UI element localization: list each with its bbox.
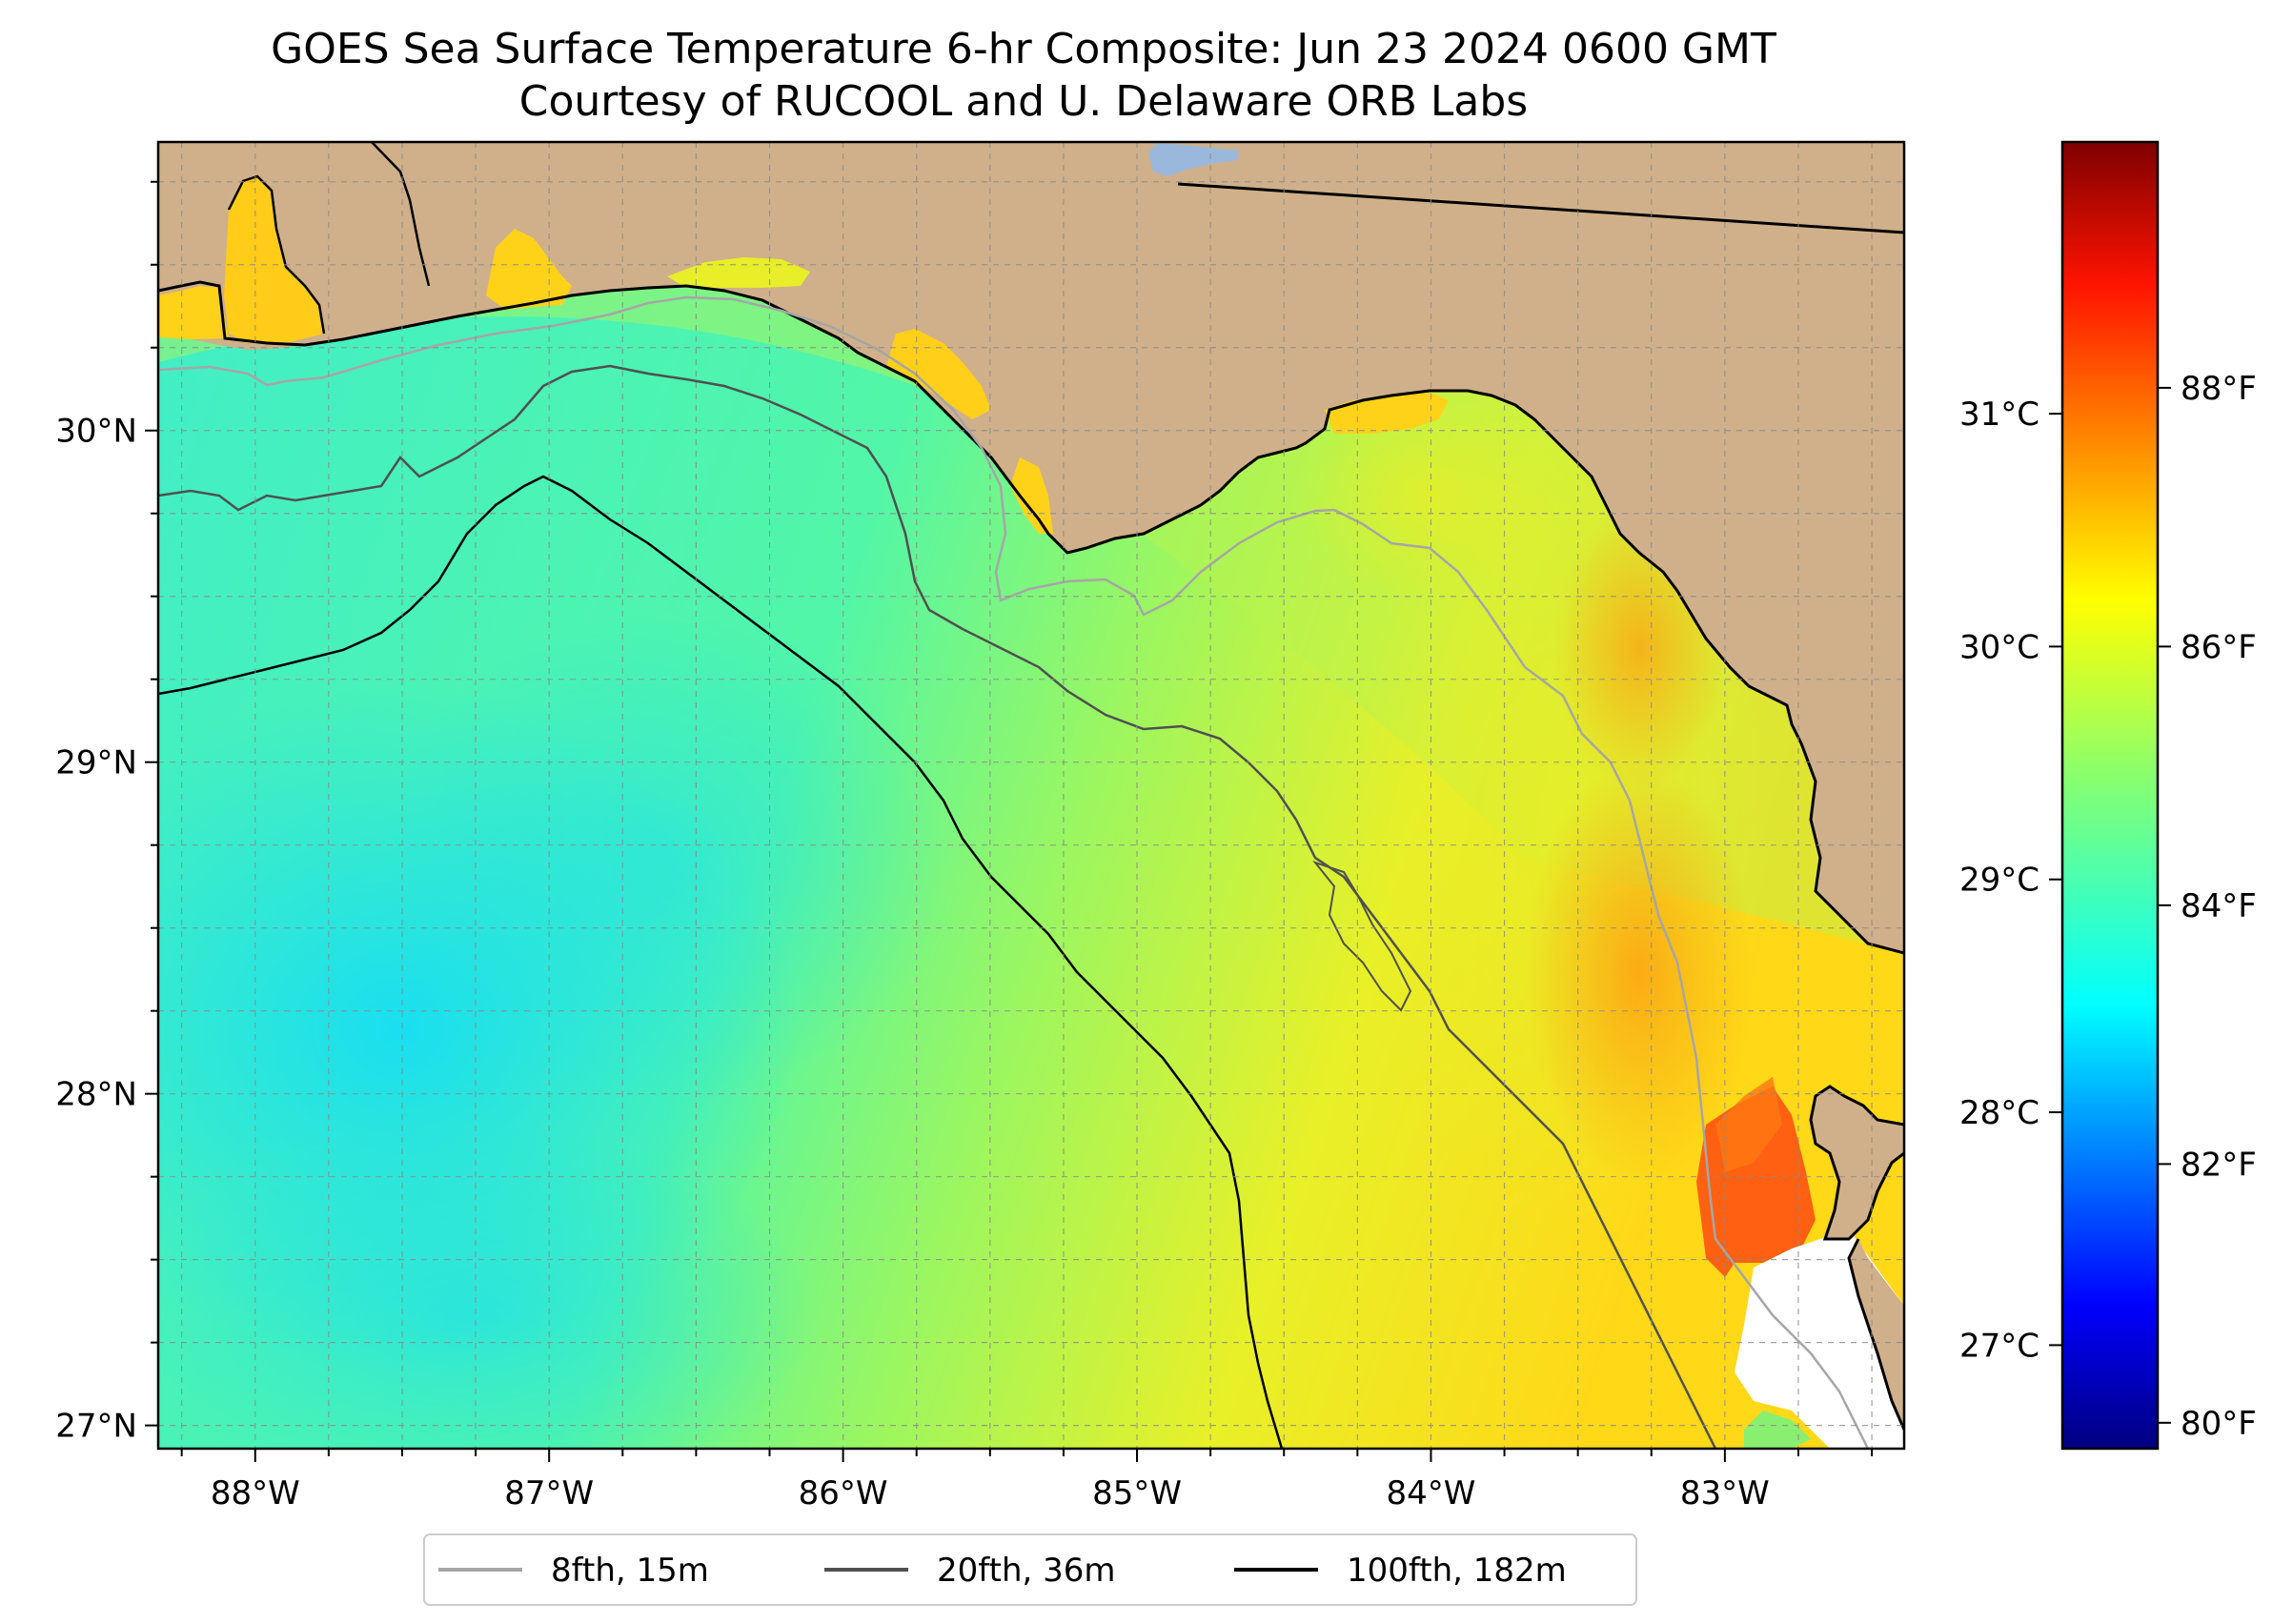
map-frame: [156, 140, 1906, 1451]
legend-box: [423, 1533, 1637, 1606]
colorbar-c-tick-label: 31°C: [1959, 396, 2039, 434]
coastal-bay-sst: [667, 257, 810, 288]
colorbar-frame: [2060, 140, 2160, 1451]
land-area: [1811, 1086, 1904, 1239]
lon-tick-label: 85°W: [1092, 1474, 1182, 1512]
land-area: [1849, 1239, 1904, 1430]
coastline: [1847, 1238, 1904, 1431]
chart-title: GOES Sea Surface Temperature 6-hr Compos…: [271, 25, 1776, 73]
isobath-8fth: [158, 295, 1870, 1449]
coastal-bay-sst: [1010, 457, 1053, 534]
legend-label: 100fth, 182m: [1347, 1552, 1567, 1590]
chart-subtitle: Courtesy of RUCOOL and U. Delaware ORB L…: [519, 77, 1528, 126]
lat-tick-label: 30°N: [55, 413, 137, 451]
coastal-bay-sst: [158, 286, 229, 339]
coastline: [158, 280, 1904, 955]
colorbar-f-tick-label: 88°F: [2181, 370, 2257, 408]
lon-tick-label: 84°W: [1387, 1474, 1476, 1512]
colorbar-f-tick-label: 86°F: [2181, 628, 2257, 666]
lon-tick-label: 83°W: [1680, 1474, 1770, 1512]
legend-label: 8fth, 15m: [551, 1552, 709, 1590]
lon-tick-label: 86°W: [799, 1474, 888, 1512]
colorbar: [2062, 142, 2158, 1449]
colorbar-c-tick-label: 29°C: [1959, 862, 2039, 900]
hot-water-patch: [1715, 1077, 1782, 1172]
latitude-axis: 30°N 29°N 28°N 27°N: [55, 180, 158, 1446]
coastal-bay-sst: [886, 329, 991, 419]
lat-tick-label: 29°N: [55, 744, 137, 782]
isobath-20fth: [1312, 860, 1412, 1012]
legend-label: 20fth, 36m: [937, 1552, 1116, 1590]
colorbar-f-tick-label: 82°F: [2181, 1146, 2257, 1184]
isobath-20fth: [158, 364, 1717, 1449]
map-gridlines: [158, 142, 1904, 1449]
colorbar-f-tick-label: 84°F: [2181, 887, 2257, 925]
lon-tick-label: 88°W: [211, 1474, 300, 1512]
lat-tick-label: 27°N: [55, 1408, 137, 1446]
colorbar-celsius-axis: 31°C 30°C 29°C 28°C 27°C: [1959, 396, 2062, 1365]
colorbar-c-tick-label: 28°C: [1959, 1094, 2039, 1132]
state-border: [1177, 182, 1904, 234]
colorbar-f-tick-label: 80°F: [2181, 1405, 2257, 1443]
coastal-bay-sst: [486, 229, 572, 310]
isobath-legend: 8fth, 15m 20fth, 36m 100fth, 182m: [423, 1533, 1637, 1606]
colorbar-fahrenheit-axis: 88°F 86°F 84°F 82°F 80°F: [2158, 370, 2257, 1443]
no-data-edge: [1744, 1411, 1811, 1449]
colorbar-c-tick-label: 30°C: [1959, 628, 2039, 666]
coastline: [227, 174, 326, 335]
sst-map: [158, 142, 1904, 1449]
lat-tick-label: 28°N: [55, 1076, 137, 1114]
cool-water-patch: [158, 1125, 820, 1449]
warm-shelf-water: [1525, 762, 1754, 1182]
longitude-axis: 88°W 87°W 86°W 85°W 84°W 83°W: [180, 1449, 1874, 1512]
lon-tick-label: 87°W: [504, 1474, 594, 1512]
isobath-100fth: [158, 475, 1284, 1449]
cool-water-patch: [381, 610, 953, 1106]
lake: [1148, 143, 1239, 176]
warm-shelf-water: [1296, 391, 1563, 600]
coastal-bay-sst: [224, 176, 324, 343]
state-border: [371, 142, 431, 287]
land-area: [158, 142, 1904, 953]
colorbar-c-tick-label: 27°C: [1959, 1327, 2039, 1365]
coastline: [1809, 1085, 1904, 1241]
